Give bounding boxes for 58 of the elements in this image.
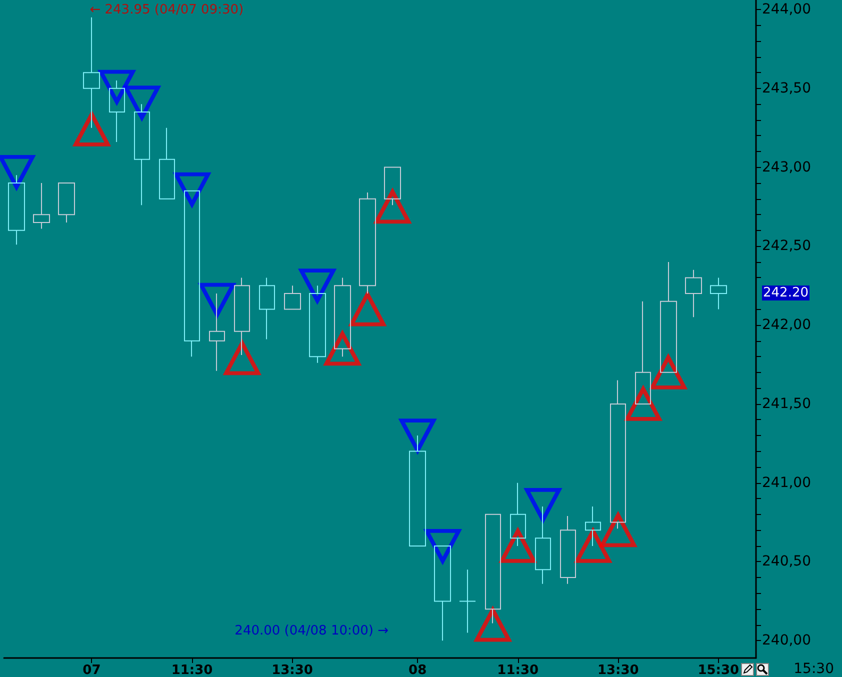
candlestick bbox=[510, 482, 526, 546]
x-tick-label: 07 bbox=[82, 663, 101, 677]
x-tick-label: 13:30 bbox=[597, 663, 639, 677]
point bbox=[299, 268, 336, 303]
candlestick bbox=[234, 277, 250, 356]
candlestick bbox=[159, 127, 175, 200]
candlestick bbox=[309, 285, 326, 364]
point bbox=[400, 418, 436, 453]
point bbox=[625, 386, 662, 421]
candlestick bbox=[83, 16, 100, 128]
candlestick bbox=[560, 515, 576, 584]
y-tick-label: 243,50 bbox=[762, 80, 811, 96]
x-tick-label: 15:30 bbox=[698, 663, 740, 677]
y-tick-label: 243,00 bbox=[762, 159, 811, 176]
candlestick bbox=[209, 292, 225, 372]
candlestick bbox=[459, 569, 476, 634]
point bbox=[474, 608, 511, 642]
candlestick bbox=[585, 506, 601, 546]
candlestick bbox=[359, 192, 376, 294]
y-tick-label: 240,00 bbox=[762, 632, 811, 649]
candlestick bbox=[635, 300, 651, 404]
candlestick bbox=[434, 545, 451, 642]
candlestick bbox=[109, 80, 125, 143]
candlestick bbox=[685, 269, 702, 318]
y-tick-label: 244,00 bbox=[762, 1, 811, 18]
x-tick-label: 11:30 bbox=[171, 663, 213, 677]
candlestick bbox=[384, 166, 401, 206]
candlestick bbox=[710, 277, 727, 310]
candlestick bbox=[610, 380, 626, 530]
x-tick-label: 13:30 bbox=[272, 663, 313, 677]
candlestick bbox=[8, 174, 25, 246]
point bbox=[74, 112, 110, 146]
text: 242.20 bbox=[763, 285, 808, 300]
candlestick bbox=[485, 514, 501, 624]
candlestick bbox=[184, 190, 200, 358]
y-tick-label: 241,00 bbox=[762, 474, 811, 491]
annotation: 240.00 (04/08 10:00) → bbox=[234, 624, 389, 639]
point bbox=[575, 528, 612, 563]
candlestick bbox=[284, 285, 301, 310]
candlestick bbox=[33, 182, 50, 230]
point bbox=[124, 86, 160, 120]
candlestick bbox=[134, 104, 150, 206]
y-tick-label: 241,50 bbox=[762, 396, 811, 412]
candlestick bbox=[259, 277, 275, 340]
point bbox=[349, 292, 386, 326]
y-tick-label: 242,50 bbox=[762, 238, 811, 254]
x-tick-label: 08 bbox=[408, 663, 427, 677]
candlestick bbox=[58, 182, 75, 223]
candlestick bbox=[334, 277, 351, 358]
candlestick bbox=[660, 261, 677, 373]
point bbox=[500, 528, 536, 563]
point bbox=[650, 355, 686, 390]
x-tick-label: 11:30 bbox=[497, 663, 539, 677]
candlestick bbox=[535, 506, 551, 584]
annotation: ← 243.95 (04/07 09:30) bbox=[90, 2, 244, 18]
candlestick bbox=[409, 435, 426, 546]
y-tick-label: 240,50 bbox=[762, 554, 811, 570]
y-tick-label: 242,00 bbox=[762, 317, 811, 334]
